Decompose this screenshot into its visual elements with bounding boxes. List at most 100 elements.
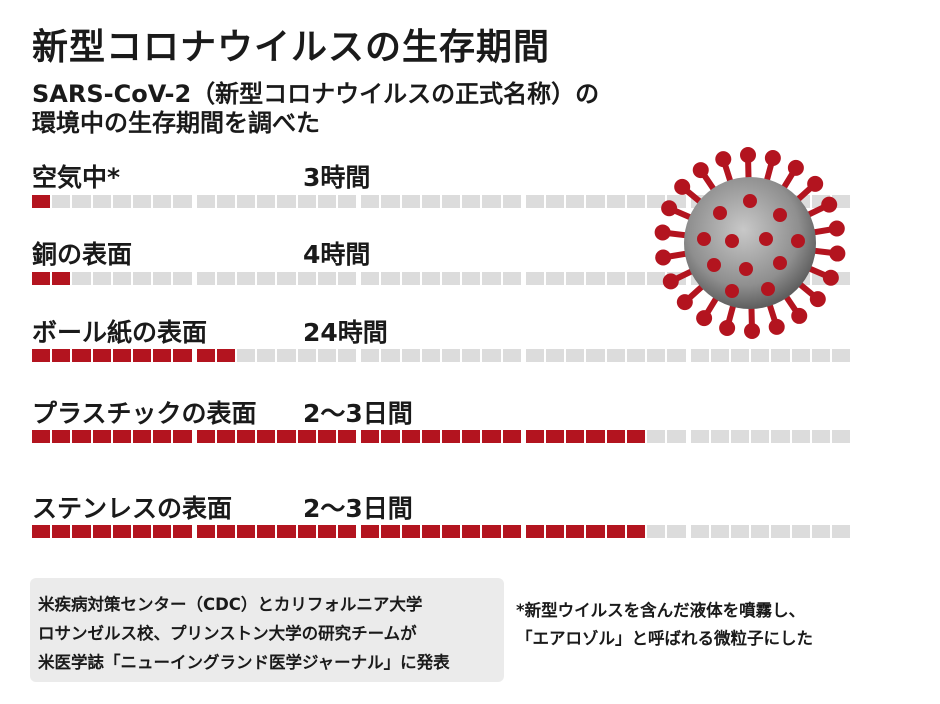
- bar-segment-empty: [112, 272, 132, 285]
- bar-segment-empty: [196, 195, 215, 208]
- bar-segment-empty: [381, 349, 400, 362]
- bar-segment-empty: [647, 272, 666, 285]
- category-label-copper: 銅の表面: [32, 240, 133, 269]
- bar-segment-empty: [133, 195, 152, 208]
- bar-segment-empty: [72, 272, 91, 285]
- bar-segment-empty: [525, 195, 545, 208]
- bar-segment-filled: [566, 525, 585, 538]
- virus-spike-head: [764, 150, 781, 167]
- bar-segment-empty: [831, 525, 851, 538]
- bar-segment-empty: [502, 272, 521, 285]
- bar-segment-empty: [525, 272, 545, 285]
- bar-segment-empty: [502, 195, 521, 208]
- bar-segment-empty: [196, 272, 215, 285]
- bar-segment-filled: [32, 430, 51, 443]
- virus-spike-head: [696, 310, 713, 327]
- bar-segment-filled: [381, 430, 400, 443]
- bar-segment-filled: [173, 525, 192, 538]
- bar-segment-empty: [297, 349, 316, 362]
- bar-segment-empty: [401, 349, 420, 362]
- bar-segment-filled: [112, 349, 132, 362]
- bar-segment-empty: [751, 525, 770, 538]
- virus-surface-spike: [697, 232, 711, 246]
- bar-segment-empty: [546, 272, 565, 285]
- bar-segment-empty: [317, 195, 337, 208]
- bar-segment-filled: [52, 430, 71, 443]
- virus-surface-spike: [743, 194, 757, 208]
- bar-segment-filled: [112, 430, 132, 443]
- virus-spike-head: [654, 224, 671, 241]
- subtitle: SARS-CoV-2（新型コロナウイルスの正式名称）の 環境中の生存期間を調べた: [32, 80, 652, 138]
- bar-segment-empty: [297, 195, 316, 208]
- bar-segment-filled: [92, 349, 111, 362]
- bar-segment-filled: [525, 525, 545, 538]
- bar-segment-filled: [462, 430, 481, 443]
- value-label-plastic: 2〜3日間: [303, 399, 413, 428]
- bar-segment-filled: [196, 525, 215, 538]
- bar-segment-filled: [421, 525, 441, 538]
- bar-segment-empty: [401, 272, 420, 285]
- bar-segment-empty: [690, 525, 709, 538]
- bar-segment-filled: [32, 525, 51, 538]
- bar-segment-empty: [52, 195, 71, 208]
- bar-segment-filled: [257, 525, 276, 538]
- bar-segment-empty: [462, 195, 481, 208]
- source-line-2: ロサンゼルス校、プリンストン大学の研究チームが: [38, 624, 417, 643]
- virus-surface-spike: [773, 208, 787, 222]
- bar-segment-empty: [730, 430, 750, 443]
- bar-segment-filled: [401, 430, 420, 443]
- bar-segment-filled: [525, 430, 545, 443]
- bar-segment-empty: [462, 272, 481, 285]
- virus-spike-head: [822, 269, 839, 286]
- bar-segment-filled: [92, 525, 111, 538]
- bar-segment-filled: [381, 525, 400, 538]
- bar-segment-filled: [566, 430, 585, 443]
- bar-segment-empty: [546, 195, 565, 208]
- bar-segment-filled: [72, 349, 91, 362]
- bar-segment-filled: [92, 430, 111, 443]
- bar-segment-empty: [566, 349, 585, 362]
- bar-segment-filled: [401, 525, 420, 538]
- bar-segment-empty: [421, 272, 441, 285]
- bar-segment-empty: [361, 195, 380, 208]
- bar-segment-empty: [791, 430, 810, 443]
- bar-segment-empty: [811, 525, 830, 538]
- value-label-air: 3時間: [303, 163, 371, 192]
- bar-segment-empty: [237, 349, 256, 362]
- virus-spike-head: [661, 200, 678, 217]
- bar-segment-filled: [173, 430, 192, 443]
- bar-segment-empty: [482, 195, 501, 208]
- bar-segment-empty: [92, 272, 111, 285]
- bar-segment-empty: [338, 195, 357, 208]
- bar-segment-filled: [196, 430, 215, 443]
- bar-segment-empty: [751, 430, 770, 443]
- bar-segment-empty: [502, 349, 521, 362]
- bar-segment-empty: [92, 195, 111, 208]
- bar-segment-filled: [133, 430, 152, 443]
- bar-segment-empty: [566, 195, 585, 208]
- virus-surface-spike: [791, 234, 805, 248]
- bar-segment-empty: [297, 272, 316, 285]
- bar-segment-empty: [791, 525, 810, 538]
- bar-segment-filled: [317, 430, 337, 443]
- bar-segment-empty: [626, 195, 646, 208]
- bar-segment-empty: [361, 349, 380, 362]
- bar-segment-empty: [771, 430, 790, 443]
- bar-segment-empty: [317, 349, 337, 362]
- bar-segment-filled: [626, 430, 646, 443]
- bar-segment-empty: [730, 349, 750, 362]
- bar-segment-empty: [811, 349, 830, 362]
- bar-segment-filled: [72, 525, 91, 538]
- virus-surface-spike: [739, 262, 753, 276]
- bar-segment-empty: [667, 525, 686, 538]
- bar-segment-filled: [52, 272, 71, 285]
- bar-segment-filled: [32, 349, 51, 362]
- bar-segment-filled: [173, 349, 192, 362]
- virus-spike-head: [809, 291, 826, 308]
- bar-plastic: [32, 430, 851, 443]
- bar-segment-filled: [546, 525, 565, 538]
- bar-segment-empty: [586, 195, 605, 208]
- bar-segment-empty: [153, 272, 172, 285]
- subtitle-line-1: SARS-CoV-2（新型コロナウイルスの正式名称）の: [32, 80, 600, 108]
